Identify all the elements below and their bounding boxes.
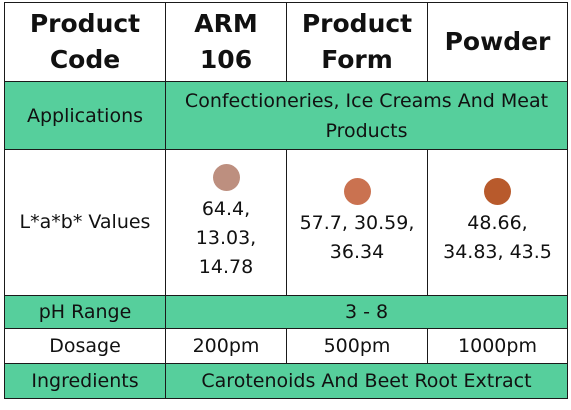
header-powder: Powder xyxy=(427,2,568,82)
color-swatch-3 xyxy=(484,178,511,205)
applications-label: Applications xyxy=(4,81,166,150)
ingredients-row: Ingredients Carotenoids And Beet Root Ex… xyxy=(4,363,568,399)
lab-values-cell-2: 57.7, 30.59, 36.34 xyxy=(286,149,428,296)
applications-value: Confectioneries, Ice Creams And Meat Pro… xyxy=(165,81,568,150)
header-product-form-text: Product Form xyxy=(301,9,413,74)
product-spec-table-wrapper: Product Code ARM 106 Product Form Powder… xyxy=(4,2,568,399)
lab-values-text-2: 57.7, 30.59, 36.34 xyxy=(299,212,415,263)
color-swatch-2 xyxy=(343,178,371,205)
lab-values-label: L*a*b* Values xyxy=(4,149,166,296)
applications-row: Applications Confectioneries, Ice Creams… xyxy=(4,81,568,150)
dosage-label: Dosage xyxy=(4,328,166,364)
header-arm-code: ARM 106 xyxy=(165,2,287,82)
dosage-row: Dosage 200pm 500pm 1000pm xyxy=(4,328,568,364)
color-swatch-1 xyxy=(212,163,240,191)
lab-values-text-3: 48.66, 34.83, 43.5 xyxy=(443,212,552,263)
ph-range-label: pH Range xyxy=(4,295,166,329)
header-product-code-text: Product Code xyxy=(29,9,141,74)
lab-values-text-1: 64.4, 13.03, 14.78 xyxy=(195,197,257,278)
dosage-value-3: 1000pm xyxy=(427,328,568,364)
ingredients-value: Carotenoids And Beet Root Extract xyxy=(165,363,568,399)
header-powder-text: Powder xyxy=(444,27,551,56)
ph-range-value: 3 - 8 xyxy=(165,295,568,329)
product-spec-table: Product Code ARM 106 Product Form Powder… xyxy=(4,2,568,399)
ingredients-label: Ingredients xyxy=(4,363,166,399)
header-product-form: Product Form xyxy=(286,2,428,82)
header-product-code: Product Code xyxy=(4,2,166,82)
lab-values-cell-3: 48.66, 34.83, 43.5 xyxy=(427,149,568,296)
dosage-value-1: 200pm xyxy=(165,328,287,364)
header-arm-code-text: ARM 106 xyxy=(194,9,258,74)
lab-values-row: L*a*b* Values 64.4, 13.03, 14.78 57.7, 3… xyxy=(4,149,568,296)
header-row: Product Code ARM 106 Product Form Powder xyxy=(4,2,568,82)
lab-values-cell-1: 64.4, 13.03, 14.78 xyxy=(165,149,287,296)
dosage-value-2: 500pm xyxy=(286,328,428,364)
ph-range-row: pH Range 3 - 8 xyxy=(4,295,568,329)
